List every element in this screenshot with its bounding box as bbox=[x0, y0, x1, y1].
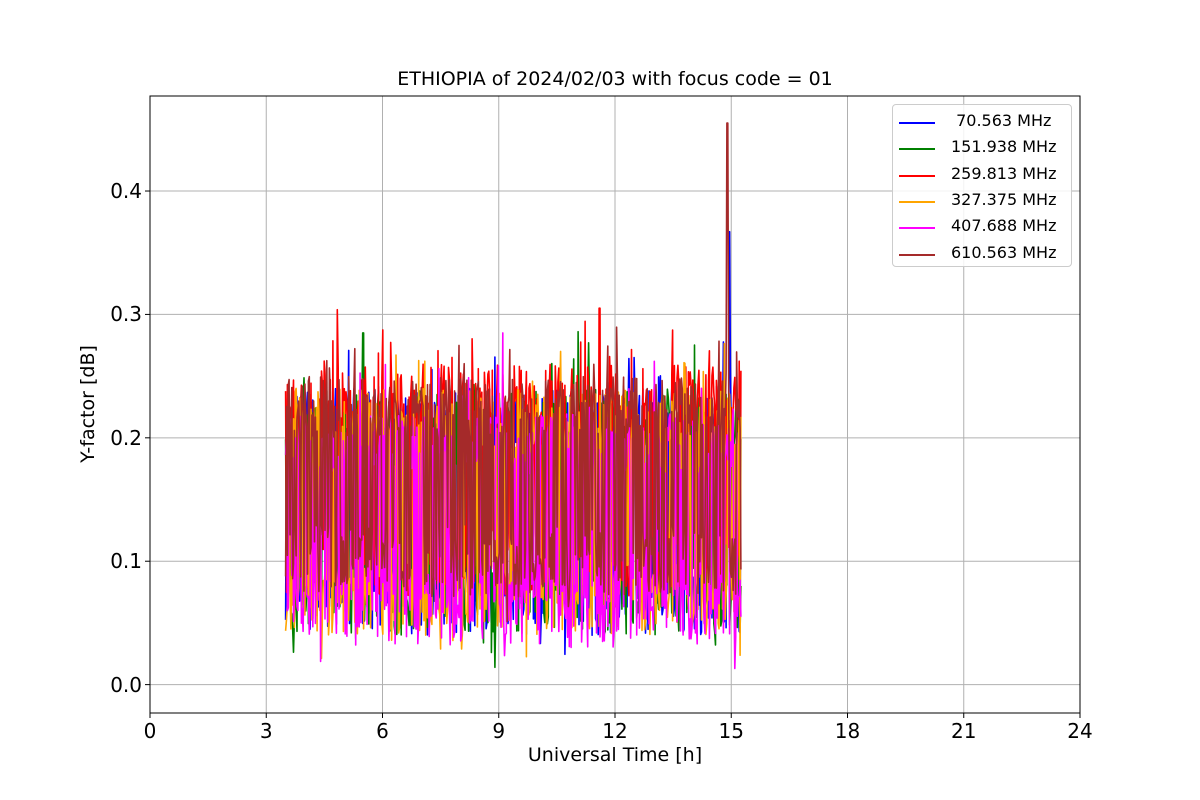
legend-item: 407.688 MHz bbox=[893, 214, 1071, 238]
y-tick-label: 0.1 bbox=[110, 549, 142, 574]
legend-label: 259.813 MHz bbox=[951, 163, 1057, 183]
legend-swatch bbox=[899, 148, 935, 151]
plot-area bbox=[284, 122, 742, 670]
x-tick-label: 6 bbox=[376, 719, 389, 743]
legend-item: 259.813 MHz bbox=[893, 162, 1071, 186]
legend-item: 151.938 MHz bbox=[893, 135, 1071, 159]
legend-label: 327.375 MHz bbox=[951, 189, 1057, 209]
legend-item: 327.375 MHz bbox=[893, 188, 1071, 212]
x-tick-label: 18 bbox=[834, 719, 861, 743]
x-tick-label: 3 bbox=[259, 719, 273, 743]
x-tick-label: 0 bbox=[143, 719, 157, 743]
y-tick-label: 0.3 bbox=[110, 302, 142, 327]
legend-swatch bbox=[899, 253, 935, 256]
legend-label: 70.563 MHz bbox=[951, 111, 1052, 130]
legend-item: 610.563 MHz bbox=[893, 241, 1071, 265]
x-axis-label: Universal Time [h] bbox=[527, 744, 703, 766]
legend: 70.563 MHz 151.938 MHz 259.813 MHz 327.375 … bbox=[892, 104, 1072, 267]
x-tick-label: 24 bbox=[1067, 719, 1093, 743]
y-tick-label: 0.2 bbox=[110, 425, 142, 450]
legend-swatch bbox=[899, 200, 935, 203]
legend-swatch bbox=[899, 227, 935, 230]
legend-swatch bbox=[899, 174, 935, 177]
axis-ticks bbox=[145, 190, 1081, 718]
y-tick-label: 0.4 bbox=[110, 179, 142, 204]
series-line-5 bbox=[284, 122, 742, 623]
x-tick-label: 9 bbox=[492, 719, 506, 743]
legend-label: 151.938 MHz bbox=[951, 137, 1057, 157]
y-tick-label: 0.0 bbox=[110, 672, 142, 697]
y-axis-label: Y-factor [dB] bbox=[77, 345, 99, 463]
chart-title: ETHIOPIA of 2024/02/03 with focus code =… bbox=[397, 68, 833, 90]
x-tick-label: 12 bbox=[602, 719, 628, 743]
legend-swatch bbox=[899, 122, 935, 124]
x-tick-label: 15 bbox=[718, 719, 744, 743]
x-tick-label: 21 bbox=[951, 719, 977, 743]
legend-label: 610.563 MHz bbox=[951, 242, 1057, 262]
legend-item: 70.563 MHz bbox=[893, 109, 1071, 133]
legend-label: 407.688 MHz bbox=[951, 216, 1057, 236]
